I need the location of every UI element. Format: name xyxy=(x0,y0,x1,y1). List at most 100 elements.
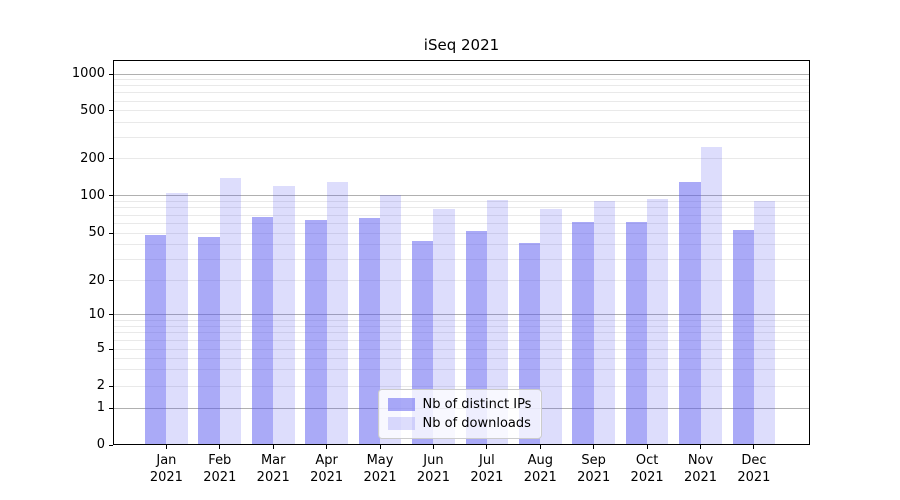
y-tick-label: 500 xyxy=(80,102,105,118)
x-tick-mark xyxy=(272,445,274,449)
gridline-minor xyxy=(114,332,809,334)
y-tick-mark xyxy=(109,158,113,160)
x-tick-label: Oct 2021 xyxy=(630,453,664,485)
gridline-minor xyxy=(114,137,809,139)
gridline-minor xyxy=(114,79,809,81)
gridline-minor xyxy=(114,385,809,387)
legend-label-downloads: Nb of downloads xyxy=(422,416,531,431)
x-tick-label: Apr 2021 xyxy=(310,453,344,485)
legend-swatch-downloads xyxy=(387,417,415,430)
x-tick-mark xyxy=(593,445,595,449)
bar-downloads xyxy=(433,209,455,444)
y-tick-label: 2 xyxy=(96,378,105,394)
y-tick-label: 50 xyxy=(88,225,105,241)
y-tick-label: 200 xyxy=(80,150,105,166)
x-tick-mark xyxy=(432,445,434,449)
gridline-minor xyxy=(114,348,809,350)
y-tick-mark xyxy=(109,73,113,75)
x-tick-label: Feb 2021 xyxy=(203,453,237,485)
bar-distinct-ips xyxy=(732,229,754,444)
bar-downloads xyxy=(593,201,616,444)
gridline-minor xyxy=(114,158,809,160)
x-tick-mark xyxy=(539,445,541,449)
bar-downloads xyxy=(273,186,295,444)
bar-distinct-ips xyxy=(251,217,274,444)
bar-distinct-ips xyxy=(145,235,167,444)
legend-row: Nb of distinct IPs xyxy=(387,397,532,412)
y-tick-label: 1000 xyxy=(71,66,105,81)
y-tick-label: 20 xyxy=(88,272,105,288)
y-tick-mark xyxy=(109,110,113,112)
x-tick-label: Jan 2021 xyxy=(149,453,183,485)
bar-distinct-ips xyxy=(358,218,381,444)
bar-downloads xyxy=(380,194,402,444)
legend-row: Nb of downloads xyxy=(387,416,532,431)
x-tick-label: May 2021 xyxy=(363,453,397,485)
gridline-minor xyxy=(114,325,809,327)
bar-downloads xyxy=(326,182,348,444)
x-tick-mark xyxy=(219,445,221,449)
bar-distinct-ips xyxy=(679,181,701,444)
bar-distinct-ips xyxy=(625,222,648,444)
y-tick-mark xyxy=(109,232,113,234)
y-tick-label: 10 xyxy=(88,306,105,322)
gridline-minor xyxy=(114,110,809,112)
gridline-minor xyxy=(114,121,809,123)
gridline-minor xyxy=(114,357,809,359)
gridline-minor xyxy=(114,201,809,203)
x-tick-mark xyxy=(753,445,755,449)
y-tick-mark xyxy=(109,348,113,350)
x-tick-label: Sep 2021 xyxy=(577,453,611,485)
y-tick-mark xyxy=(109,385,113,387)
x-tick-label: Jul 2021 xyxy=(470,453,504,485)
x-tick-label: Nov 2021 xyxy=(683,453,718,485)
legend-label-distinct-ips: Nb of distinct IPs xyxy=(422,397,532,412)
y-tick-mark xyxy=(109,444,113,446)
gridline-major xyxy=(114,73,809,75)
bar-downloads xyxy=(647,198,669,444)
x-tick-label: Dec 2021 xyxy=(737,453,771,485)
y-tick-label: 1 xyxy=(96,400,105,415)
y-tick-label: 5 xyxy=(96,341,105,357)
chart-title: iSeq 2021 xyxy=(423,36,500,54)
gridline-minor xyxy=(114,207,809,209)
y-tick-mark xyxy=(109,407,113,409)
x-tick-mark xyxy=(646,445,648,449)
x-tick-mark xyxy=(379,445,381,449)
gridline-minor xyxy=(114,244,809,246)
y-tick-label: 0 xyxy=(96,437,105,452)
gridline-minor xyxy=(114,214,809,216)
chart-legend: Nb of distinct IPs Nb of downloads xyxy=(377,389,543,439)
gridline-minor xyxy=(114,222,809,224)
bar-downloads xyxy=(540,209,562,444)
gridline-minor xyxy=(114,259,809,261)
gridline-major xyxy=(114,195,809,197)
x-tick-mark xyxy=(486,445,488,449)
bar-distinct-ips xyxy=(305,219,327,444)
bar-downloads xyxy=(753,201,776,444)
bar-downloads xyxy=(486,200,509,444)
gridline-minor xyxy=(114,339,809,341)
bar-downloads xyxy=(219,178,242,444)
x-tick-mark xyxy=(326,445,328,449)
bar-downloads xyxy=(700,147,722,444)
y-tick-label: 100 xyxy=(80,187,105,203)
gridline-minor xyxy=(114,319,809,321)
bar-downloads xyxy=(166,193,188,444)
y-tick-mark xyxy=(109,195,113,197)
x-tick-mark xyxy=(165,445,167,449)
x-tick-label: Jun 2021 xyxy=(416,453,450,485)
gridline-minor xyxy=(114,232,809,234)
gridline-minor xyxy=(114,369,809,371)
y-tick-mark xyxy=(109,314,113,316)
gridline-major xyxy=(114,314,809,316)
gridline-minor xyxy=(114,280,809,282)
x-tick-mark xyxy=(700,445,701,449)
gridline-minor xyxy=(114,100,809,102)
gridline-minor xyxy=(114,85,809,87)
legend-swatch-distinct-ips xyxy=(387,398,415,411)
bar-distinct-ips xyxy=(572,222,594,444)
x-tick-label: Mar 2021 xyxy=(256,453,290,485)
gridline-minor xyxy=(114,92,809,94)
